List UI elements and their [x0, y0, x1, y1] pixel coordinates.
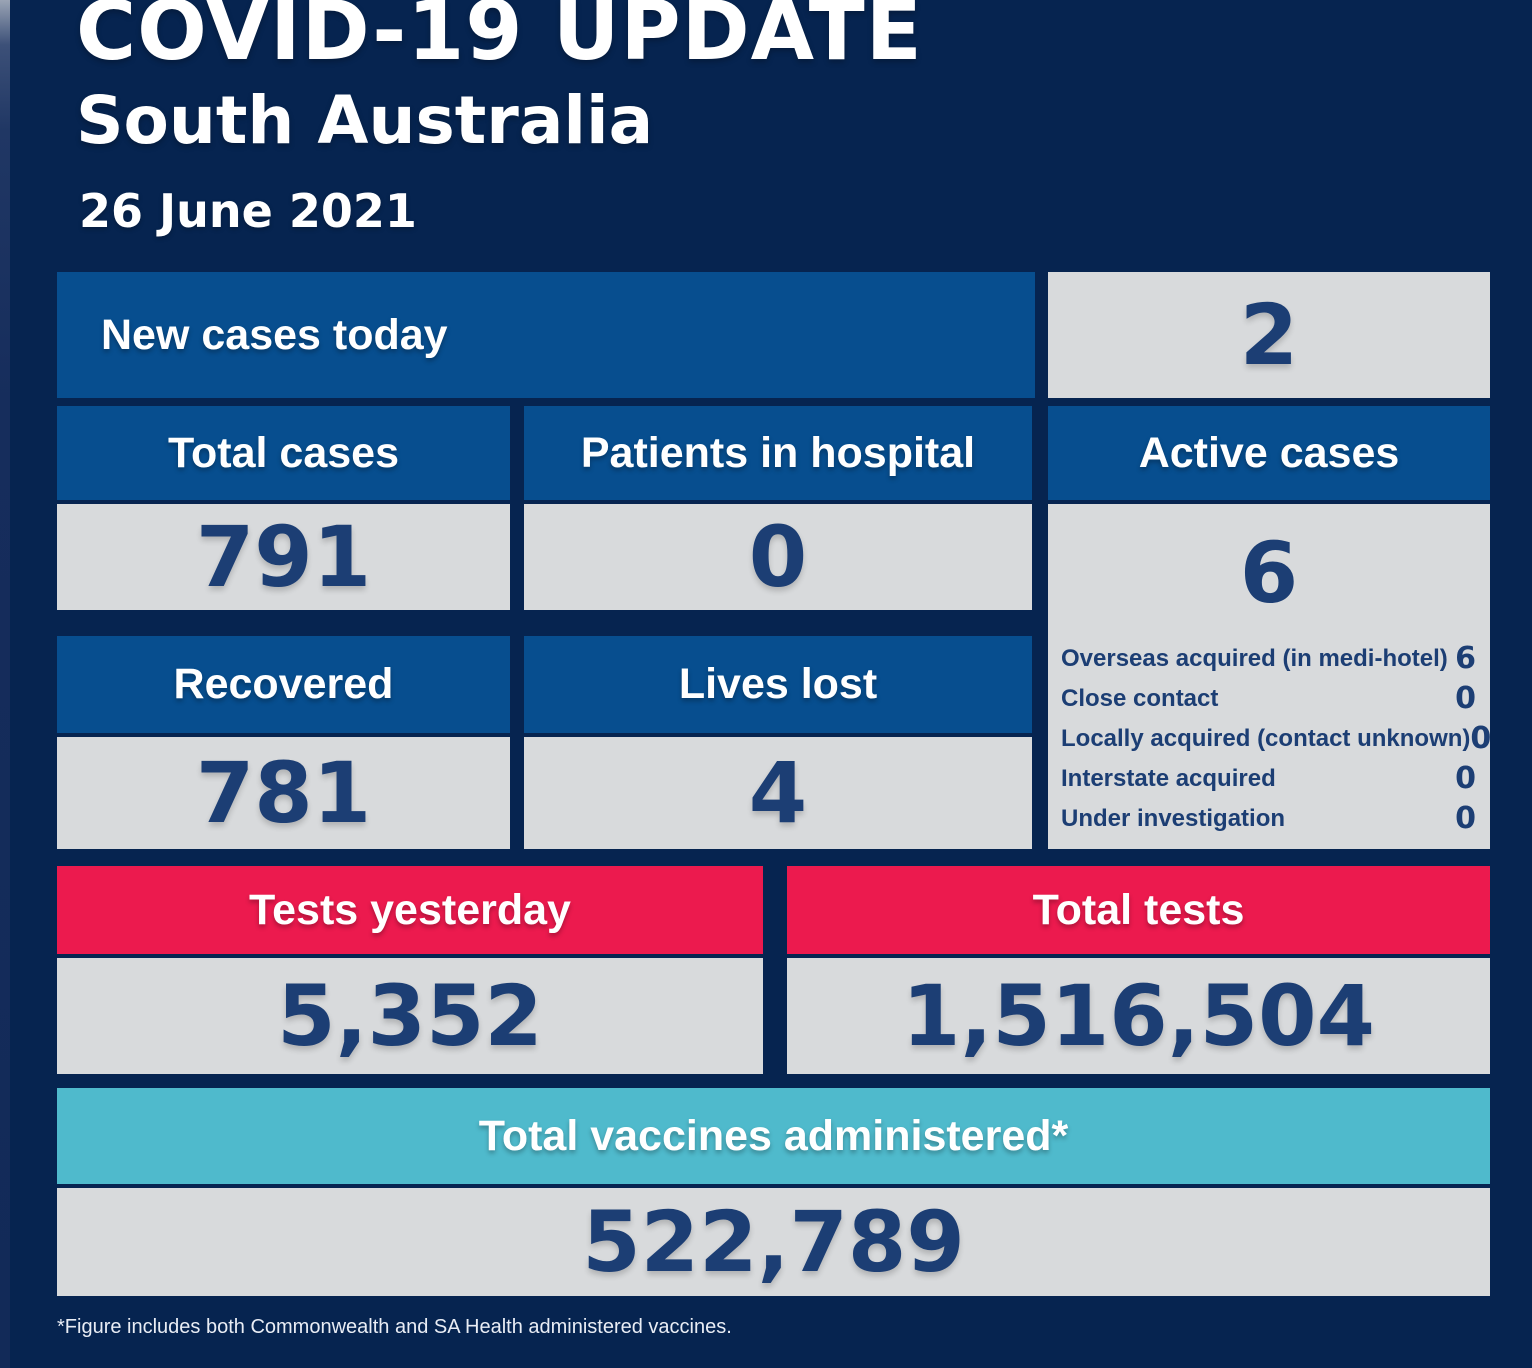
breakdown-value: 0: [1470, 721, 1492, 756]
active-cases-breakdown: Overseas acquired (in medi-hotel) 6 Clos…: [1048, 632, 1491, 849]
active-cases-panel: 6 Overseas acquired (in medi-hotel) 6 Cl…: [1048, 504, 1491, 849]
patients-in-hospital-value: 0: [524, 504, 1032, 610]
total-tests-value: 1,516,504: [787, 958, 1490, 1074]
tests-yesterday-value: 5,352: [57, 958, 763, 1074]
recovered-label: Recovered: [57, 636, 510, 733]
breakdown-row-under-investigation: Under investigation 0: [1061, 801, 1476, 836]
breakdown-value: 6: [1455, 641, 1476, 676]
active-cases-value: 6: [1239, 524, 1299, 622]
recovered-value: 781: [57, 737, 510, 849]
active-cases-label: Active cases: [1048, 406, 1490, 500]
breakdown-label: Interstate acquired: [1061, 764, 1276, 792]
breakdown-label: Close contact: [1061, 684, 1219, 712]
breakdown-value: 0: [1455, 681, 1476, 716]
breakdown-row-locally-acquired: Locally acquired (contact unknown) 0: [1061, 721, 1491, 756]
breakdown-row-close-contact: Close contact 0: [1061, 681, 1476, 716]
breakdown-label: Under investigation: [1061, 804, 1286, 832]
page-title: COVID-19 UPDATE: [76, 0, 923, 79]
breakdown-value: 0: [1455, 801, 1476, 836]
total-tests-label: Total tests: [787, 866, 1490, 954]
lives-lost-value: 4: [524, 737, 1032, 849]
footnote: *Figure includes both Commonwealth and S…: [57, 1316, 732, 1338]
breakdown-row-overseas: Overseas acquired (in medi-hotel) 6: [1061, 641, 1476, 676]
tests-yesterday-label: Tests yesterday: [57, 866, 763, 954]
new-cases-value: 2: [1048, 272, 1490, 398]
new-cases-label: New cases today: [57, 272, 1035, 398]
total-cases-value: 791: [57, 504, 510, 610]
report-date: 26 June 2021: [79, 184, 417, 238]
lives-lost-label: Lives lost: [524, 636, 1032, 733]
breakdown-label: Locally acquired (contact unknown): [1061, 724, 1471, 752]
total-cases-label: Total cases: [57, 406, 510, 500]
vaccines-value: 522,789: [57, 1188, 1490, 1296]
region-subtitle: South Australia: [76, 82, 654, 159]
breakdown-value: 0: [1455, 761, 1476, 796]
breakdown-label: Overseas acquired (in medi-hotel): [1061, 644, 1448, 672]
patients-in-hospital-label: Patients in hospital: [524, 406, 1032, 500]
breakdown-row-interstate: Interstate acquired 0: [1061, 761, 1476, 796]
vaccines-label: Total vaccines administered*: [57, 1088, 1490, 1184]
left-edge-strip: [0, 0, 10, 1368]
